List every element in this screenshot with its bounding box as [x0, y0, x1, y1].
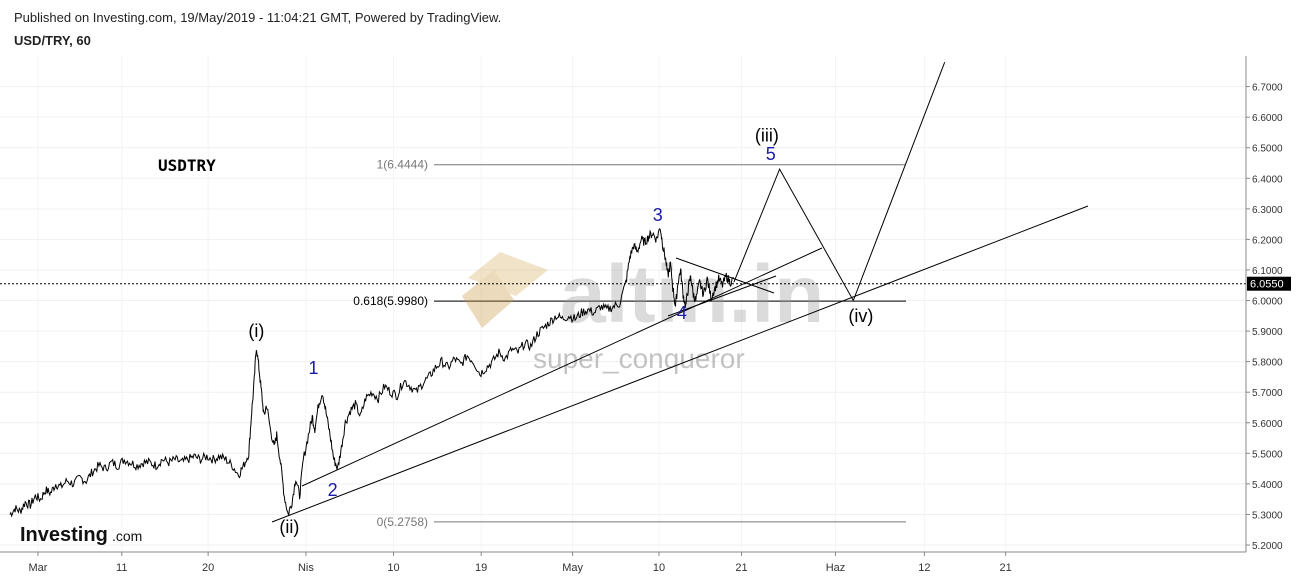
x-tick-label: 10 [387, 562, 399, 574]
wave-labels: (i) (ii) 1 2 3 4 (iii)5 (iv) [248, 126, 873, 537]
symbol-interval: USD/TRY, 60 [14, 33, 91, 48]
time-axis: Mar 11 20 Nis 10 19 May 10 21 Haz 12 21 [28, 552, 1012, 574]
wave-label: 3 [653, 205, 663, 225]
y-tick-label: 5.7000 [1252, 388, 1283, 399]
trend-line [667, 275, 777, 317]
x-tick-label: 21 [1000, 562, 1012, 574]
y-tick-label: 6.5000 [1252, 144, 1283, 155]
y-tick-label: 6.2000 [1252, 235, 1283, 246]
logo-suffix: .com [112, 528, 142, 544]
trend-line [271, 205, 1089, 523]
wave-label: 2 [328, 480, 338, 500]
y-tick-label: 6.0000 [1252, 297, 1283, 308]
y-tick-label: 6.4000 [1252, 174, 1283, 185]
watermark-brand: altin.in [560, 249, 824, 340]
wave-label: (iii) [755, 126, 779, 146]
grid [0, 56, 1246, 552]
investing-logo: Investing .com [20, 524, 142, 546]
y-tick-label: 5.8000 [1252, 358, 1283, 369]
x-tick-label: Haz [826, 562, 846, 574]
x-tick-label: Nis [298, 562, 314, 574]
y-tick-label: 5.4000 [1252, 480, 1283, 491]
x-tick-label: 12 [918, 562, 930, 574]
x-tick-label: Mar [28, 562, 47, 574]
x-tick-label: 10 [653, 562, 665, 574]
wave-label: (i) [248, 321, 264, 341]
y-tick-label: 5.9000 [1252, 327, 1283, 338]
wave-label: 1 [309, 358, 319, 378]
fib-level-label: 0.618(5.9980) [353, 294, 428, 308]
x-tick-label: 11 [116, 562, 127, 574]
y-tick-label: 5.3000 [1252, 510, 1283, 521]
y-tick-label: 6.6000 [1252, 113, 1283, 124]
price-axis: 6.7000 6.6000 6.5000 6.4000 6.3000 6.2000 6.10… [1246, 83, 1283, 552]
price-series [9, 227, 735, 518]
watermark-logo-shadow [462, 270, 514, 328]
current-price-label: 6.0550 [1250, 279, 1284, 291]
trend-line [301, 247, 823, 487]
watermark-logo-icon [468, 252, 548, 296]
x-tick-label: 19 [475, 562, 487, 574]
y-tick-label: 5.6000 [1252, 419, 1283, 430]
wave-label: 5 [766, 144, 776, 164]
wave-label: (ii) [279, 517, 299, 537]
y-tick-label: 6.1000 [1252, 266, 1283, 277]
x-tick-label: 21 [735, 562, 747, 574]
elliott-projection [733, 62, 946, 302]
publish-info: Published on Investing.com, 19/May/2019 … [14, 10, 502, 25]
chart-title: USDTRY [158, 156, 216, 175]
y-tick-label: 5.5000 [1252, 449, 1283, 460]
fibonacci-levels: 1(6.4444) 0.618(5.9980) 0(5.2758) [353, 158, 906, 529]
y-tick-label: 6.7000 [1252, 83, 1283, 94]
y-tick-label: 5.2000 [1252, 541, 1283, 552]
fib-level-label: 1(6.4444) [377, 158, 428, 172]
fib-level-label: 0(5.2758) [377, 515, 428, 529]
x-tick-label: 20 [202, 562, 214, 574]
wave-label: 4 [677, 303, 687, 323]
y-tick-label: 6.3000 [1252, 205, 1283, 216]
current-price-box [1247, 276, 1291, 291]
x-tick-label: May [562, 562, 583, 574]
watermark: altin.in super_conqueror [462, 249, 824, 374]
wave-label: (iv) [848, 306, 873, 326]
logo-main: Investing [20, 524, 108, 546]
watermark-author: super_conqueror [533, 343, 745, 374]
